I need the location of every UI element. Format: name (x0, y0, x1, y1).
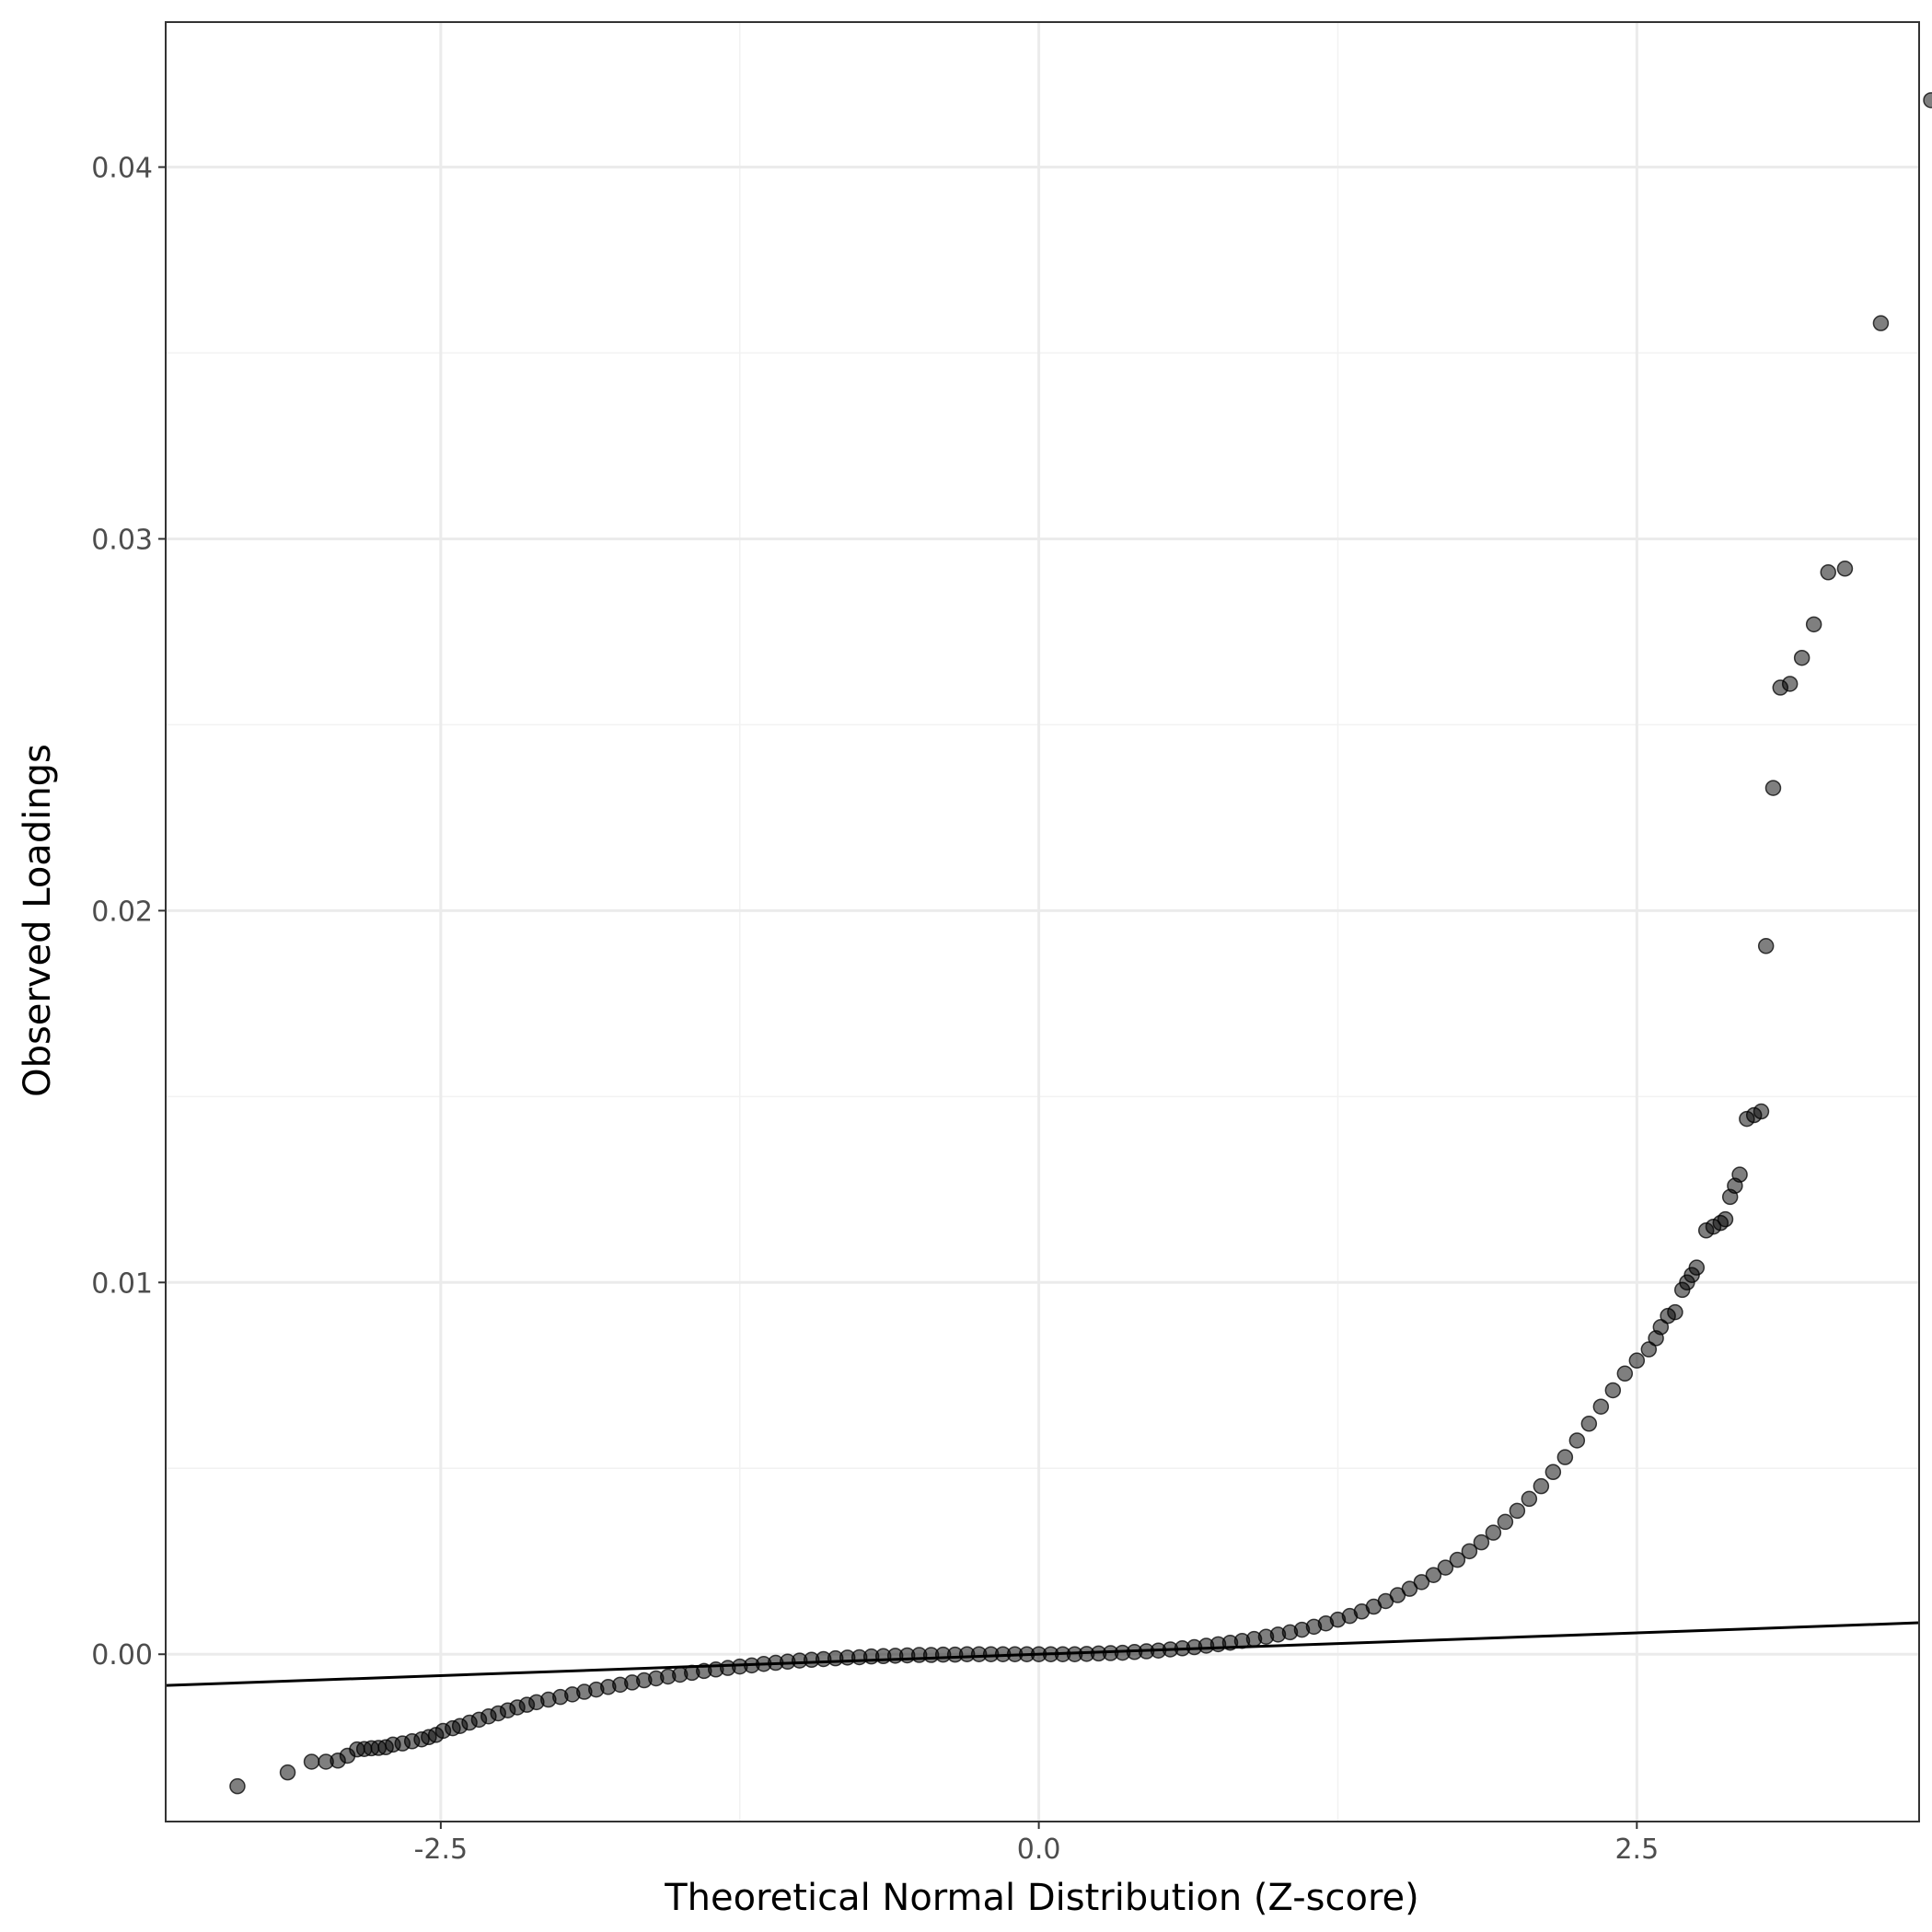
x-tick-label: 0.0 (1017, 1834, 1061, 1866)
data-point (1640, 1341, 1658, 1358)
data-point (1580, 1416, 1598, 1432)
data-point (1731, 1166, 1748, 1183)
grid (166, 22, 1919, 1822)
data-point (1757, 938, 1775, 954)
data-point (303, 1753, 320, 1770)
data-point (1568, 1432, 1586, 1449)
data-point (1628, 1352, 1646, 1369)
data-point (1449, 1551, 1466, 1568)
x-axis-title: Theoretical Normal Distribution (Z-score… (664, 1877, 1419, 1919)
data-point (1473, 1533, 1490, 1551)
data-point (1753, 1103, 1770, 1120)
data-point (1401, 1580, 1418, 1597)
x-tick-label: 2.5 (1614, 1834, 1659, 1866)
data-point (1413, 1574, 1430, 1591)
data-point (1781, 676, 1799, 692)
y-tick-label: 0.03 (91, 524, 153, 556)
axis-ticks: -2.5 0.0 2.5 0.00 0.01 0.02 0.03 0.04 (91, 153, 1659, 1866)
data-point (1485, 1524, 1502, 1541)
y-tick-label: 0.00 (91, 1639, 153, 1672)
data-point (1521, 1490, 1538, 1508)
x-tick-label: -2.5 (414, 1834, 469, 1866)
data-point (229, 1777, 246, 1795)
panel-border (165, 21, 1920, 1822)
data-point (1509, 1502, 1526, 1520)
y-tick-label: 0.01 (91, 1267, 153, 1300)
data-point (1836, 561, 1854, 577)
data-point (1604, 1382, 1622, 1399)
data-point (1556, 1449, 1574, 1465)
data-point (1872, 315, 1890, 331)
data-point (1923, 92, 1932, 109)
data-point (1533, 1477, 1550, 1495)
data-point (1652, 1319, 1670, 1336)
data-point (1592, 1398, 1610, 1415)
data-point (1717, 1210, 1734, 1228)
data-point (1461, 1543, 1478, 1560)
data-points (229, 92, 1932, 1795)
data-point (1805, 616, 1822, 633)
data-point (1616, 1365, 1634, 1382)
data-point (1820, 564, 1836, 581)
data-point (1437, 1559, 1454, 1576)
data-point (1793, 649, 1811, 666)
data-point (279, 1764, 296, 1781)
data-point (1688, 1259, 1706, 1276)
data-point (1667, 1303, 1683, 1321)
data-point (1425, 1567, 1442, 1583)
y-tick-label: 0.04 (91, 153, 153, 185)
data-point (1544, 1463, 1562, 1481)
y-axis-title: Observed Loadings (17, 744, 59, 1097)
y-tick-label: 0.02 (91, 896, 153, 928)
data-point (1764, 780, 1782, 796)
data-point (1497, 1513, 1514, 1531)
